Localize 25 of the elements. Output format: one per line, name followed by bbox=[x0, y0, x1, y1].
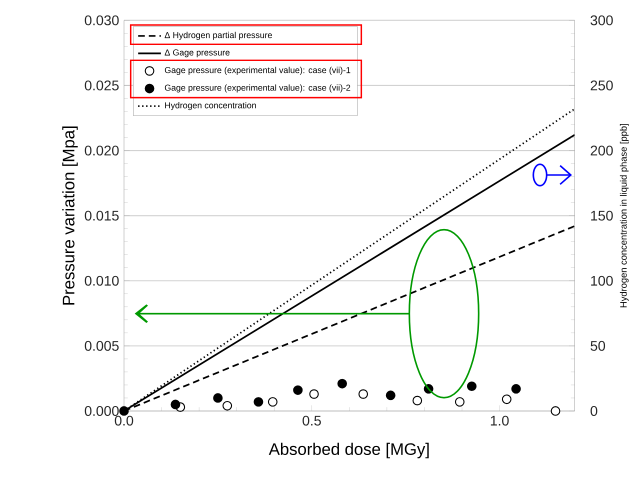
legend-label: Δ Hydrogen partial pressure bbox=[164, 32, 272, 40]
x-tick-label: 0.0 bbox=[114, 416, 134, 426]
y-tick-label: 0.010 bbox=[84, 276, 119, 286]
y-tick-label: 0.030 bbox=[84, 15, 119, 26]
y-tick-label: 0.005 bbox=[84, 340, 119, 351]
legend-label: Δ Gage pressure bbox=[164, 49, 230, 58]
y-tick-label: 0.015 bbox=[84, 210, 119, 221]
y2-tick-label: 300 bbox=[590, 15, 613, 26]
y2-tick-label: 100 bbox=[591, 276, 613, 286]
y2-tick-label: 0 bbox=[590, 406, 598, 416]
y2-tick-label: 250 bbox=[590, 80, 613, 90]
y-tick-label: 0.000 bbox=[84, 406, 119, 416]
y-tick-label: 0.020 bbox=[84, 146, 119, 156]
y2-tick-label: 50 bbox=[590, 340, 606, 351]
y2-tick-label: 150 bbox=[591, 210, 613, 221]
y2-axis-title: Hydrogen concentration in liquid phase [ppb] bbox=[620, 124, 629, 308]
legend-label: Gage pressure (experimental value): case (vii)-1 bbox=[164, 66, 350, 75]
x-axis-title: Absorbed dose [MGy] bbox=[268, 442, 429, 458]
x-tick-label: 1.0 bbox=[490, 416, 509, 426]
x-tick-label: 0.5 bbox=[302, 416, 321, 426]
y2-tick-label: 200 bbox=[590, 146, 613, 156]
y-axis-title: Pressure variation [Mpa] bbox=[62, 126, 78, 305]
legend-label: Gage pressure (experimental value): case (vii)-2 bbox=[164, 84, 350, 92]
legend-label: Hydrogen concentration bbox=[165, 102, 256, 110]
y-tick-label: 0.025 bbox=[84, 80, 119, 90]
